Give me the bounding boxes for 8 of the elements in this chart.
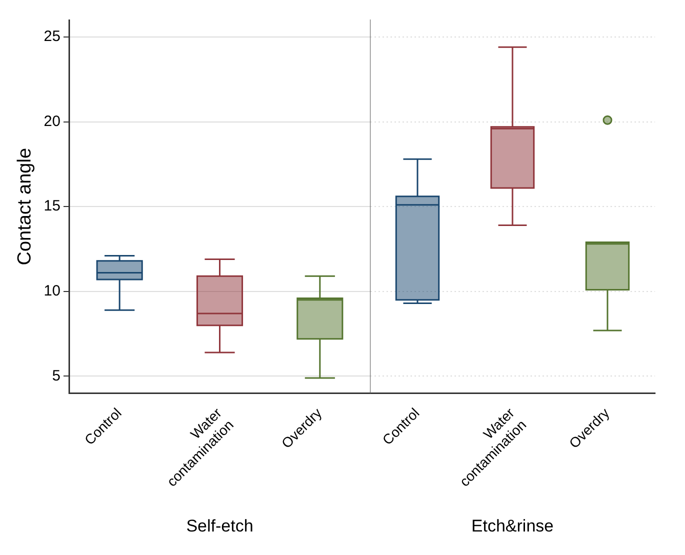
y-tick-label: 10 (44, 282, 60, 300)
y-tick-label: 15 (44, 198, 60, 215)
x-axis-title: Etch&rinse (471, 516, 554, 536)
y-axis-title: Contact angle (14, 148, 36, 266)
y-tick-label: 20 (44, 112, 60, 130)
y-tick-label: 25 (44, 28, 60, 46)
y-tick-label: 5 (52, 367, 60, 384)
x-axis-title: Self-etch (186, 516, 254, 536)
